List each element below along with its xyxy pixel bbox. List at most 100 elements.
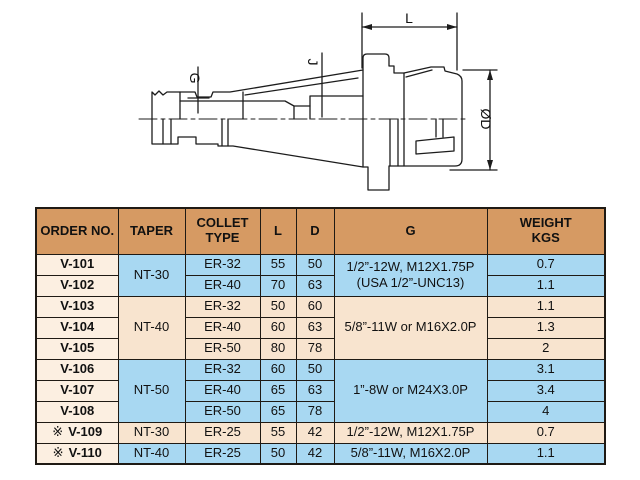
length-cell: 60 <box>259 316 297 339</box>
order-number: V-108 <box>60 403 95 419</box>
diameter-cell: 63 <box>295 316 335 339</box>
order-cell: V-105 <box>35 337 119 360</box>
thread-cell: 1”-8W or M24X3.0P <box>333 358 488 423</box>
collet-cell: ER-25 <box>184 442 261 465</box>
collet-cell: ER-40 <box>184 274 261 297</box>
taper-cell: NT-30 <box>117 253 186 297</box>
diameter-cell: 78 <box>295 400 335 423</box>
dim-length <box>361 12 458 71</box>
collet-cell: ER-40 <box>184 379 261 402</box>
order-cell: V-103 <box>35 295 119 318</box>
col-header-weight-line2: KGS <box>531 230 560 246</box>
col-header-collet-line2: TYPE <box>205 230 240 246</box>
thread-line1: 5/8”-11W or M16X2.0P <box>344 319 477 335</box>
weight-cell: 0.7 <box>486 421 606 444</box>
order-cell: ※ V-109 <box>35 421 119 444</box>
weight-cell: 2 <box>486 337 606 360</box>
collet-cell: ER-32 <box>184 295 261 318</box>
collet-chuck-drawing: L G J ØD <box>138 10 498 191</box>
footnote-mark: ※ <box>52 424 64 440</box>
dim-length-label: L <box>405 10 413 26</box>
thread-line1: 5/8”-11W, M16X2.0P <box>350 445 471 461</box>
table-row: V-107 ER-40 65 63 3.4 <box>35 379 606 402</box>
diameter-cell: 50 <box>295 358 335 381</box>
weight-cell: 1.1 <box>486 274 606 297</box>
dim-diameter <box>449 69 498 171</box>
length-cell: 55 <box>259 421 297 444</box>
section-detail-lines <box>162 69 455 168</box>
order-number: V-102 <box>60 277 95 293</box>
thread-line2: (USA 1/2”-UNC13) <box>356 275 465 290</box>
order-number: V-107 <box>60 382 95 398</box>
header-row: ORDER NO. TAPER COLLET TYPE L D G WEIGHT… <box>35 207 606 255</box>
order-cell: V-101 <box>35 253 119 276</box>
order-cell: V-106 <box>35 358 119 381</box>
weight-cell: 1.1 <box>486 295 606 318</box>
dim-diameter-label: ØD <box>478 109 494 130</box>
order-cell: V-107 <box>35 379 119 402</box>
weight-cell: 4 <box>486 400 606 423</box>
order-cell: V-104 <box>35 316 119 339</box>
thread-cell: 1/2”-12W, M12X1.75P <box>333 421 488 444</box>
length-cell: 70 <box>259 274 297 297</box>
length-cell: 50 <box>259 295 297 318</box>
diameter-cell: 78 <box>295 337 335 360</box>
diameter-cell: 60 <box>295 295 335 318</box>
spec-table: ORDER NO. TAPER COLLET TYPE L D G WEIGHT… <box>35 207 606 465</box>
col-header-order: ORDER NO. <box>35 207 119 255</box>
part-outline <box>151 53 463 191</box>
taper-cell: NT-30 <box>117 421 186 444</box>
length-cell: 80 <box>259 337 297 360</box>
table-row: V-103 NT-40 ER-32 50 60 5/8”-11W or M16X… <box>35 295 606 360</box>
thread-line1: 1/2”-12W, M12X1.75P <box>346 424 475 440</box>
collet-cell: ER-25 <box>184 421 261 444</box>
order-number: V-104 <box>60 319 95 335</box>
order-number: V-106 <box>60 361 95 377</box>
diameter-cell: 50 <box>295 253 335 276</box>
length-cell: 65 <box>259 379 297 402</box>
weight-cell: 3.4 <box>486 379 606 402</box>
collet-cell: ER-32 <box>184 358 261 381</box>
dim-g-leader <box>187 66 210 114</box>
taper-cell: NT-40 <box>117 442 186 465</box>
length-cell: 60 <box>259 358 297 381</box>
thread-line1: 1”-8W or M24X3.0P <box>353 382 468 398</box>
table-row: V-101 NT-30 ER-32 55 50 1/2”-12W, M12X1.… <box>35 253 606 297</box>
length-cell: 50 <box>259 442 297 465</box>
diameter-cell: 63 <box>295 379 335 402</box>
thread-line1: 1/2”-12W, M12X1.75P <box>346 258 475 274</box>
col-header-length: L <box>259 207 297 255</box>
table-row: V-102 ER-40 70 63 1.1 <box>35 274 606 297</box>
col-header-thread: G <box>333 207 488 255</box>
order-cell: V-108 <box>35 400 119 423</box>
col-header-collet-line1: COLLET <box>196 215 249 231</box>
col-header-taper: TAPER <box>117 207 186 255</box>
dim-g-label: G <box>187 73 203 84</box>
col-header-weight: WEIGHT KGS <box>486 207 606 255</box>
taper-cell: NT-40 <box>117 295 186 360</box>
collet-cell: ER-50 <box>184 400 261 423</box>
taper-cell: NT-50 <box>117 358 186 423</box>
order-cell: ※ V-110 <box>35 442 119 465</box>
thread-cell: 5/8”-11W, M16X2.0P <box>333 442 488 465</box>
col-header-diameter: D <box>295 207 335 255</box>
weight-cell: 3.1 <box>486 358 606 381</box>
weight-cell: 1.3 <box>486 316 606 339</box>
order-number: V-109 <box>68 424 103 440</box>
thread-cell: 5/8”-11W or M16X2.0P <box>333 295 488 360</box>
order-cell: V-102 <box>35 274 119 297</box>
technical-drawing: L G J ØD <box>0 0 640 207</box>
col-header-collet: COLLET TYPE <box>184 207 261 255</box>
collet-cell: ER-40 <box>184 316 261 339</box>
weight-cell: 0.7 <box>486 253 606 276</box>
collet-cell: ER-32 <box>184 253 261 276</box>
col-header-weight-line1: WEIGHT <box>519 215 572 231</box>
dim-j-label: J <box>305 59 321 66</box>
table-row: ※ V-109 NT-30 ER-25 55 42 1/2”-12W, M12X1… <box>35 421 606 444</box>
table-row: V-106 NT-50 ER-32 60 50 1”-8W or M24X3.0… <box>35 358 606 423</box>
diameter-cell: 63 <box>295 274 335 297</box>
length-cell: 55 <box>259 253 297 276</box>
table-row: V-105 ER-50 80 78 2 <box>35 337 606 360</box>
order-number: V-103 <box>60 298 95 314</box>
